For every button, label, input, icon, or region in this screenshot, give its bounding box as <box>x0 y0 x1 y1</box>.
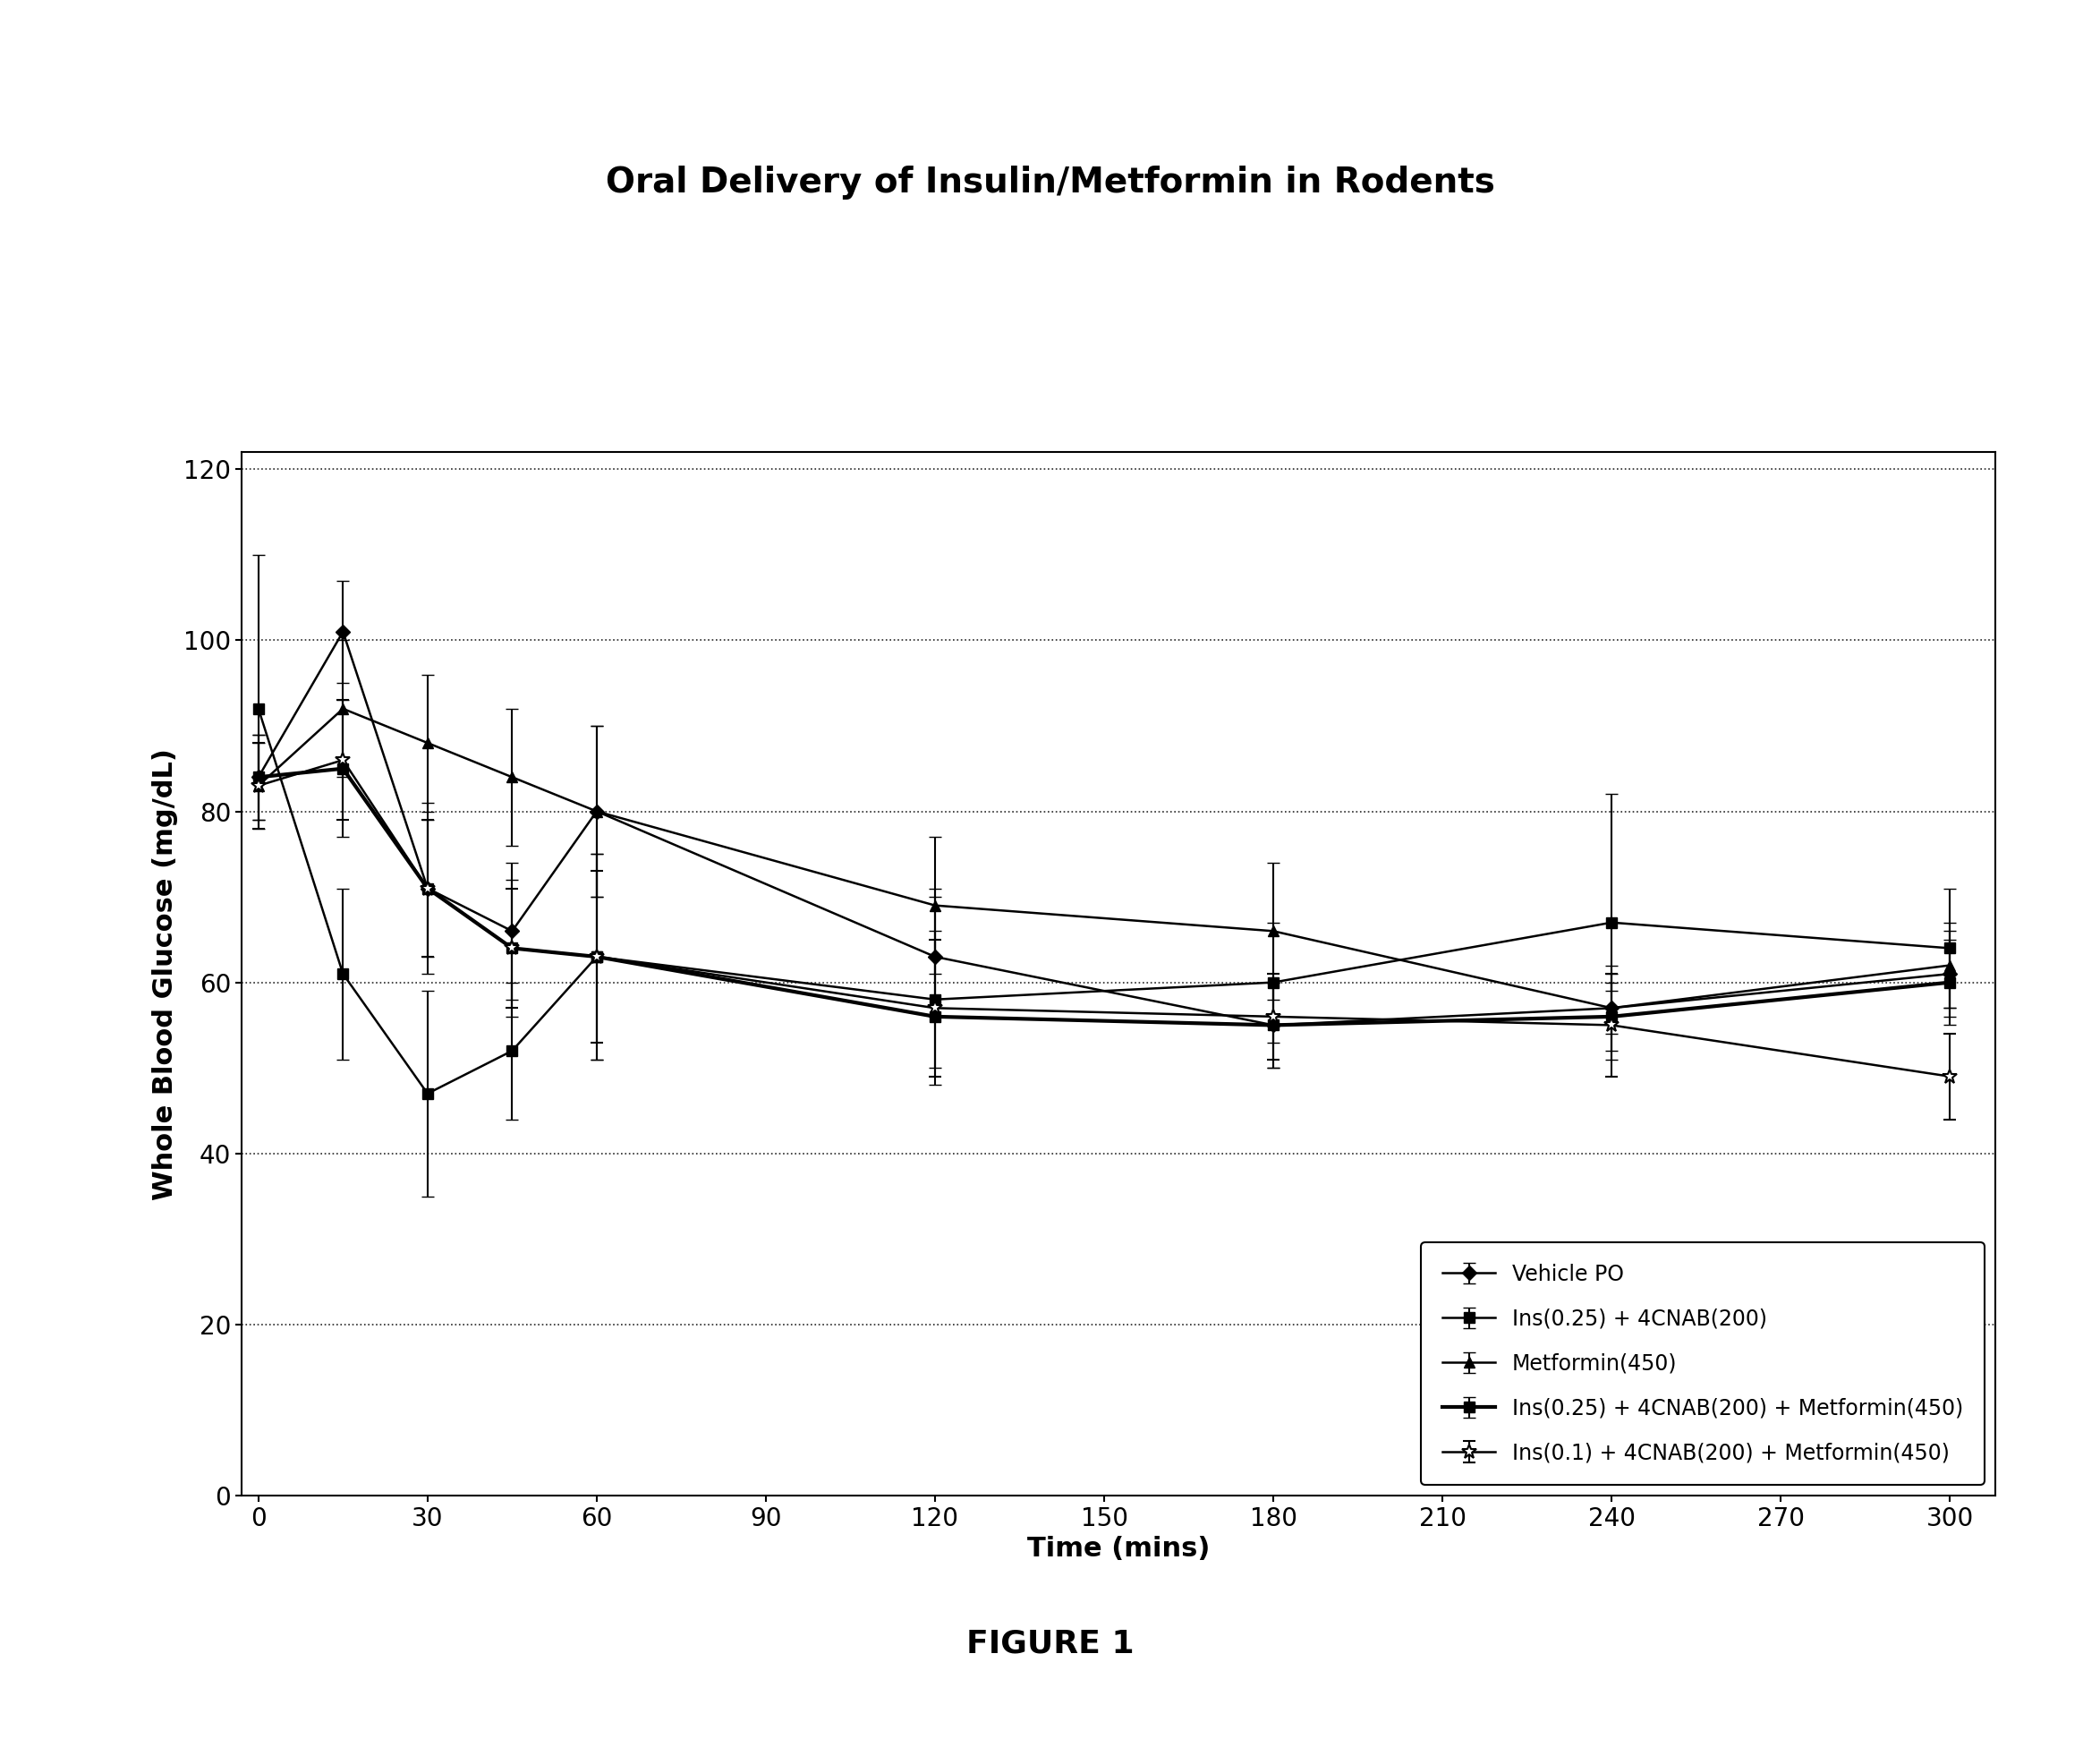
Text: FIGURE 1: FIGURE 1 <box>966 1628 1134 1659</box>
Legend: Vehicle PO, Ins(0.25) + 4CNAB(200), Metformin(450), Ins(0.25) + 4CNAB(200) + Met: Vehicle PO, Ins(0.25) + 4CNAB(200), Metf… <box>1422 1242 1984 1485</box>
Y-axis label: Whole Blood Glucose (mg/dL): Whole Blood Glucose (mg/dL) <box>153 748 179 1200</box>
X-axis label: Time (mins): Time (mins) <box>1027 1536 1210 1562</box>
Text: Oral Delivery of Insulin/Metformin in Rodents: Oral Delivery of Insulin/Metformin in Ro… <box>605 165 1495 200</box>
